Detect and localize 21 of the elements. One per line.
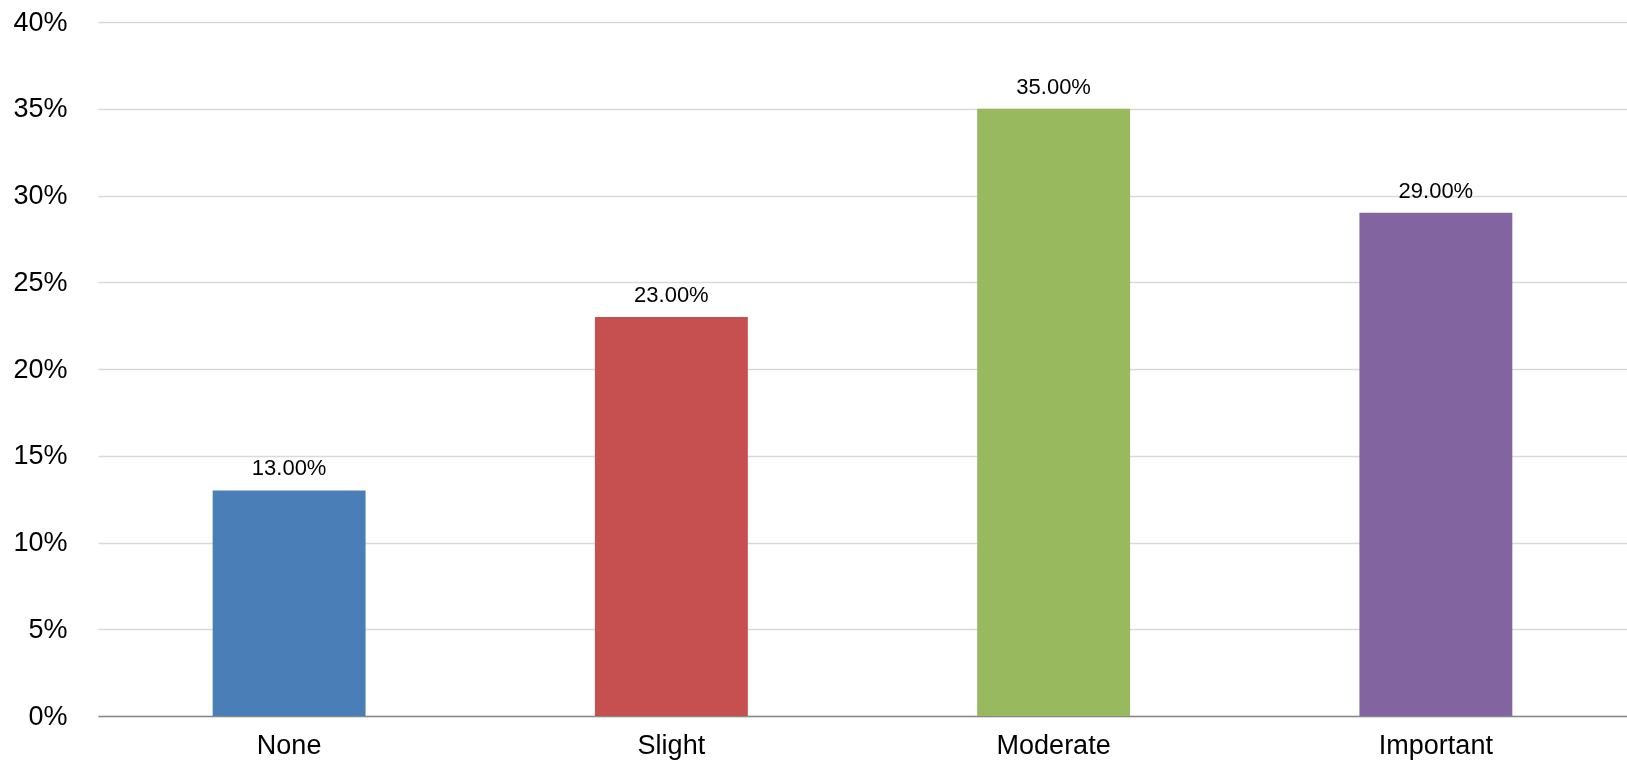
y-tick-label: 35% xyxy=(13,93,68,124)
bar xyxy=(594,316,748,716)
y-tick-label: 10% xyxy=(13,527,68,557)
y-tick-label: 15% xyxy=(13,440,68,471)
y-tick-label: 20% xyxy=(13,353,68,384)
x-tick-label: Slight xyxy=(637,729,706,760)
x-tick-label: None xyxy=(256,729,322,760)
data-label: 35.00% xyxy=(1016,73,1091,99)
data-label: 13.00% xyxy=(251,455,327,481)
x-tick-label: Moderate xyxy=(996,729,1111,760)
bar xyxy=(1359,212,1513,716)
y-tick-label: 5% xyxy=(28,613,68,644)
x-tick-label: Important xyxy=(1378,729,1494,760)
data-label: 23.00% xyxy=(634,281,709,307)
bar xyxy=(212,490,366,716)
bar xyxy=(977,108,1131,716)
y-tick-label: 40% xyxy=(13,6,68,37)
data-label: 29.00% xyxy=(1398,177,1474,203)
y-tick-label: 25% xyxy=(13,266,68,297)
y-tick-label: 0% xyxy=(28,700,68,731)
y-tick-label: 30% xyxy=(13,180,68,210)
